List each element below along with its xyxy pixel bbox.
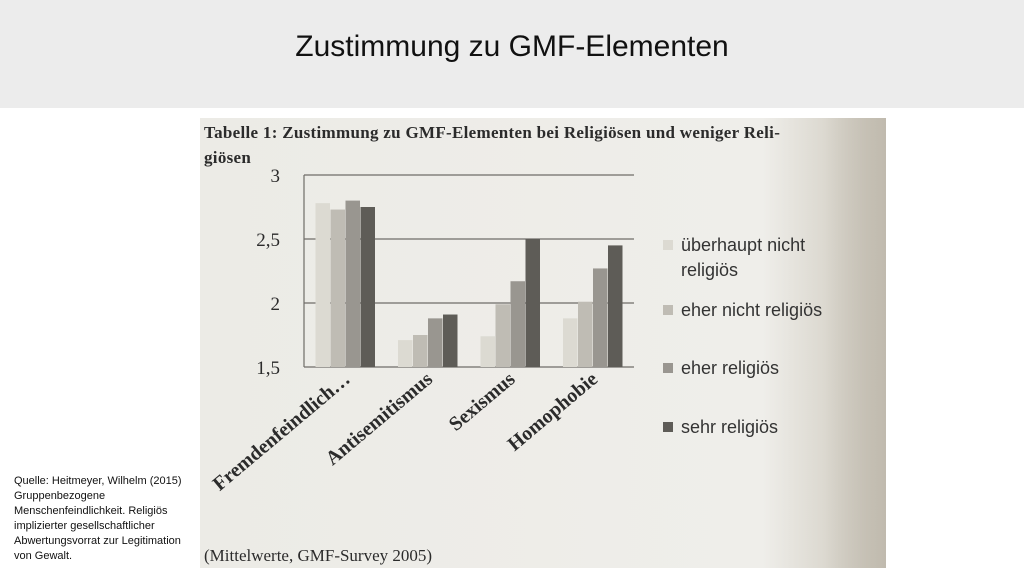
bar xyxy=(480,336,495,367)
bar xyxy=(428,318,443,367)
y-tick-label: 2 xyxy=(271,294,281,315)
bar xyxy=(315,203,330,367)
bar xyxy=(330,209,345,367)
table-caption: Tabelle 1: Zustimmung zu GMF-Elementen b… xyxy=(204,120,884,170)
legend-swatch xyxy=(663,422,673,432)
legend-label: überhaupt nicht religiös xyxy=(681,235,805,280)
bar xyxy=(593,268,608,367)
category-label: Fremdenfeindlich… xyxy=(209,368,355,495)
slide-title: Zustimmung zu GMF-Elementen xyxy=(295,30,729,63)
category-label: Homophobie xyxy=(504,368,603,456)
legend-label: eher religiös xyxy=(681,358,779,378)
scanned-figure: Tabelle 1: Zustimmung zu GMF-Elementen b… xyxy=(200,118,886,568)
bar xyxy=(578,301,593,367)
category-label: Sexismus xyxy=(445,368,520,436)
legend-label: sehr religiös xyxy=(681,417,778,437)
bar xyxy=(510,281,525,367)
table-source: (Mittelwerte, GMF-Survey 2005) xyxy=(204,546,433,565)
legend-swatch xyxy=(663,363,673,373)
bar xyxy=(345,200,360,367)
slide-header: Zustimmung zu GMF-Elementen xyxy=(0,0,1024,108)
y-tick-label: 1,5 xyxy=(256,358,280,379)
bar xyxy=(525,239,540,367)
bar xyxy=(413,335,428,367)
bar xyxy=(563,318,578,367)
bar xyxy=(443,314,458,367)
legend-label: eher nicht religiös xyxy=(681,300,822,320)
y-tick-label: 3 xyxy=(271,166,281,187)
bar xyxy=(398,340,413,367)
bar xyxy=(495,304,510,367)
table-caption-line-1: Tabelle 1: Zustimmung zu GMF-Elementen b… xyxy=(204,123,781,142)
bar xyxy=(360,207,375,367)
y-tick-label: 2,5 xyxy=(256,230,280,251)
legend-swatch xyxy=(663,305,673,315)
bar xyxy=(608,245,623,367)
legend-swatch xyxy=(663,240,673,250)
page-shadow xyxy=(824,118,886,568)
source-note: Quelle: Heitmeyer, Wilhelm (2015) Gruppe… xyxy=(14,475,182,562)
table-caption-line-2: giösen xyxy=(204,148,252,167)
